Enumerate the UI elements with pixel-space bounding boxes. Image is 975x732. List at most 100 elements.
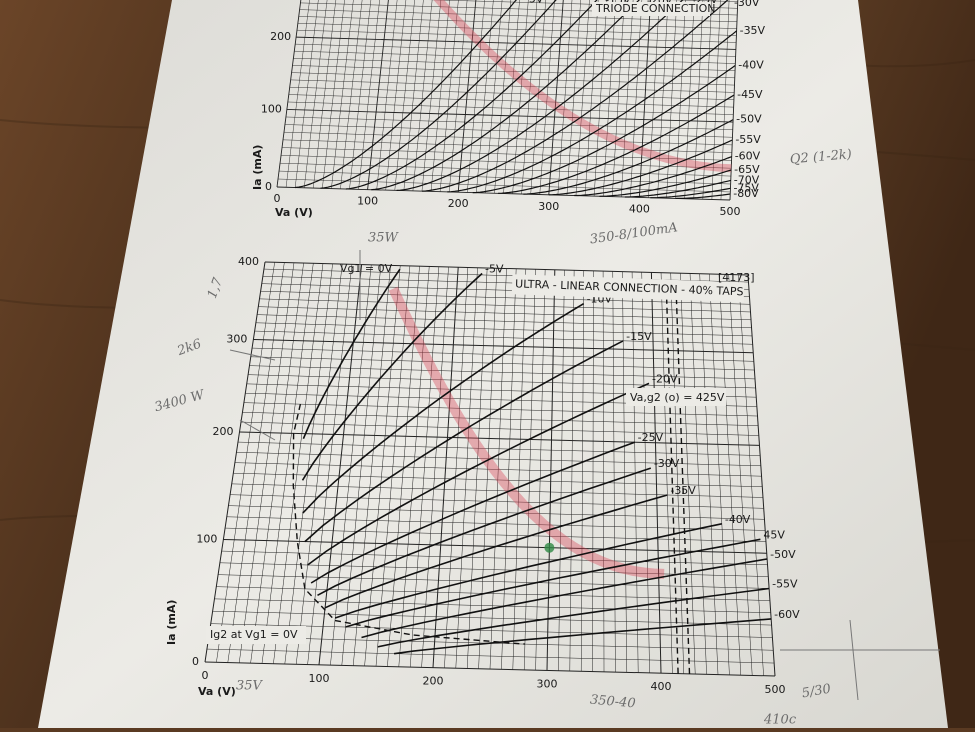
grid-line xyxy=(546,269,556,671)
x-axis-label: Va (V) xyxy=(275,206,313,219)
grid-line xyxy=(204,661,776,677)
grid-line xyxy=(569,270,575,671)
grid-line xyxy=(227,262,285,663)
curve-label: -50V xyxy=(736,113,762,126)
plate-curve xyxy=(574,156,732,197)
grid-line xyxy=(285,0,310,188)
grid-line xyxy=(352,265,391,666)
grid-line xyxy=(259,298,751,313)
x-tick-label: 0 xyxy=(274,192,281,205)
grid-line xyxy=(216,262,275,663)
grid-line xyxy=(221,550,768,566)
grid-line xyxy=(457,0,477,193)
plate-curve xyxy=(345,0,598,190)
curve-label: -55V xyxy=(735,133,761,146)
curve-label: -30V xyxy=(654,457,680,470)
grid-line xyxy=(239,431,760,446)
curve-label: -80V xyxy=(733,187,759,200)
grid-line xyxy=(557,0,573,196)
grid-line xyxy=(280,162,731,177)
x-axis-label: Va (V) xyxy=(198,685,236,698)
x-tick-label: 400 xyxy=(651,680,672,693)
y-tick-label: 0 xyxy=(192,655,199,668)
grid-line xyxy=(295,43,736,57)
screen-limit-line xyxy=(675,283,691,674)
grid-line xyxy=(318,264,363,665)
grid-line xyxy=(501,268,517,670)
grid-line xyxy=(283,131,733,146)
plate-curve xyxy=(371,0,640,191)
grid-line xyxy=(580,270,585,672)
grid-line xyxy=(641,272,650,673)
grid-line xyxy=(747,274,776,677)
grid-line xyxy=(689,273,707,675)
curve-label: -5V xyxy=(485,263,504,276)
x-tick-label: 500 xyxy=(765,683,786,696)
grid-line xyxy=(729,0,739,201)
grid-line xyxy=(376,0,398,190)
curve-label: -40V xyxy=(725,513,751,526)
grid-line xyxy=(693,0,704,199)
x-tick-label: 400 xyxy=(629,202,650,215)
grid-line xyxy=(250,263,304,664)
handwritten-note: 35W xyxy=(368,231,400,246)
x-tick-label: 500 xyxy=(720,205,741,218)
curve-label: -10V xyxy=(567,0,593,3)
grid-line xyxy=(439,0,459,192)
grid-line xyxy=(296,29,737,43)
plate-curve xyxy=(320,0,557,189)
grid-line xyxy=(476,0,494,193)
load-line-highlight xyxy=(388,286,665,579)
curve-label: -20V xyxy=(652,372,678,385)
grid-line xyxy=(287,101,734,115)
curve-label: -75V xyxy=(733,181,759,194)
grid-line xyxy=(299,9,737,23)
x-tick-label: 300 xyxy=(537,677,558,690)
plate-curve xyxy=(317,467,652,597)
grid-line xyxy=(728,274,753,676)
triode-chart: -5V-10V-15V-20V-25V-30V-35V-40V-45V-50V-… xyxy=(251,0,766,219)
grid-line xyxy=(293,58,736,71)
grid-line xyxy=(341,265,382,666)
title-box xyxy=(511,274,745,303)
plate-curve xyxy=(523,119,734,195)
grid-line xyxy=(243,402,758,417)
grid-line xyxy=(212,610,772,626)
grid-line xyxy=(566,0,581,196)
plate-curve xyxy=(421,0,729,192)
curve-label: -65V xyxy=(734,163,760,176)
grid-line xyxy=(273,263,324,664)
pencil-stroke xyxy=(229,349,276,361)
grid-line xyxy=(512,0,529,194)
curve-label: -60V xyxy=(735,150,761,163)
grid-line xyxy=(233,472,763,487)
curve-label: 45V xyxy=(763,528,785,541)
grid-line xyxy=(303,0,328,188)
grid-line xyxy=(466,267,488,669)
grid-line xyxy=(226,516,766,531)
grid-line xyxy=(297,23,737,36)
grid-line xyxy=(284,124,733,138)
grid-line xyxy=(295,264,343,665)
grid-line xyxy=(253,339,754,354)
grid-line xyxy=(349,0,372,190)
grid-line xyxy=(622,271,628,673)
grid-line xyxy=(231,483,763,498)
screen-label-box xyxy=(626,388,726,406)
plate-curve xyxy=(548,139,733,196)
grid-line xyxy=(670,272,685,674)
grid-line xyxy=(494,0,512,194)
grid-line xyxy=(255,322,753,337)
grid-line xyxy=(288,94,734,108)
plate-curve xyxy=(307,382,650,566)
curve-label: -25V xyxy=(638,431,664,444)
grid-line xyxy=(358,0,380,190)
curve-label: -50V xyxy=(770,548,796,561)
grid-line xyxy=(421,266,449,668)
grid-line xyxy=(285,116,733,130)
handwritten-note: 410c xyxy=(763,713,797,728)
grid-line xyxy=(331,0,354,189)
curve-label: -70V xyxy=(734,173,760,186)
